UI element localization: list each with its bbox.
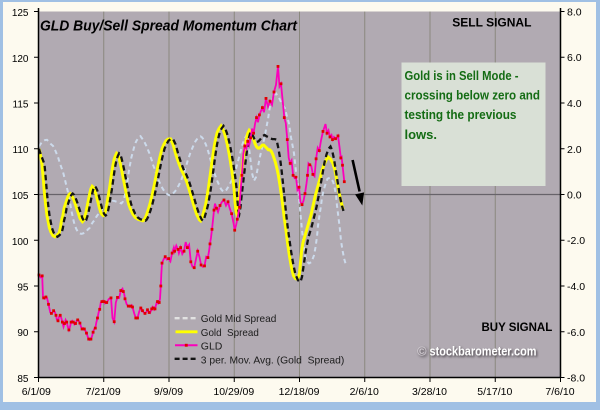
- svg-text:-2.0: -2.0: [567, 235, 585, 247]
- svg-text:120: 120: [12, 54, 29, 65]
- svg-text:crossing below zero and: crossing below zero and: [405, 88, 541, 103]
- svg-text:7/6/10: 7/6/10: [545, 386, 574, 398]
- svg-text:5/17/10: 5/17/10: [477, 386, 512, 398]
- svg-text:0.0: 0.0: [567, 190, 582, 202]
- svg-text:125: 125: [12, 8, 29, 19]
- svg-text:Gold Mid Spread: Gold Mid Spread: [201, 313, 277, 325]
- svg-text:3 per. Mov. Avg. (Gold Spread: 3 per. Mov. Avg. (Gold Spread): [201, 354, 344, 366]
- svg-text:8.0: 8.0: [567, 7, 582, 19]
- svg-text:GLD Buy/Sell Spread Momentum C: GLD Buy/Sell Spread Momentum Chart: [40, 17, 298, 34]
- svg-text:GLD: GLD: [201, 341, 223, 353]
- svg-text:6.0: 6.0: [567, 52, 582, 64]
- svg-text:-6.0: -6.0: [567, 327, 585, 339]
- svg-text:©: ©: [417, 343, 427, 358]
- svg-text:Gold is in Sell Mode -: Gold is in Sell Mode -: [405, 68, 519, 83]
- svg-text:BUY SIGNAL: BUY SIGNAL: [482, 322, 553, 334]
- svg-text:95: 95: [17, 283, 29, 294]
- svg-text:100: 100: [12, 237, 29, 248]
- svg-text:2/6/10: 2/6/10: [350, 386, 379, 398]
- svg-text:90: 90: [17, 328, 29, 339]
- svg-text:110: 110: [13, 145, 29, 156]
- svg-text:105: 105: [12, 191, 29, 202]
- svg-text:Gold Spread: Gold Spread: [201, 327, 259, 339]
- svg-text:115: 115: [13, 100, 29, 111]
- svg-text:10/29/09: 10/29/09: [213, 386, 254, 398]
- svg-text:stockbarometer.com: stockbarometer.com: [430, 343, 537, 358]
- svg-text:12/18/09: 12/18/09: [279, 386, 320, 398]
- svg-text:3/28/10: 3/28/10: [412, 386, 447, 398]
- svg-text:9/9/09: 9/9/09: [154, 386, 183, 398]
- svg-text:-8.0: -8.0: [567, 373, 585, 385]
- svg-text:-4.0: -4.0: [567, 281, 585, 293]
- svg-text:testing the previous: testing the previous: [405, 107, 517, 122]
- svg-text:SELL SIGNAL: SELL SIGNAL: [452, 16, 531, 30]
- svg-text:6/1/09: 6/1/09: [22, 386, 51, 398]
- svg-text:2.0: 2.0: [567, 144, 582, 156]
- svg-text:85: 85: [17, 374, 29, 385]
- svg-text:4.0: 4.0: [567, 98, 582, 110]
- svg-text:7/21/09: 7/21/09: [86, 386, 121, 398]
- svg-text:lows.: lows.: [405, 127, 438, 142]
